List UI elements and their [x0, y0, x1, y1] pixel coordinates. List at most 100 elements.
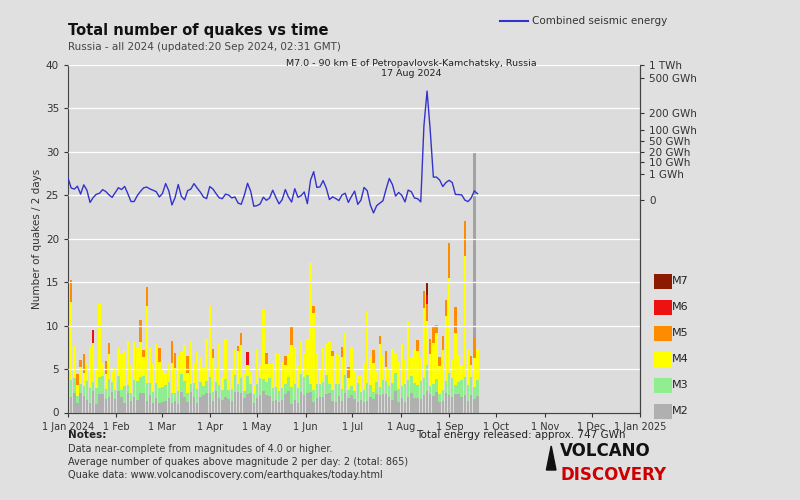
Bar [398, 402, 400, 412]
Bar [123, 386, 126, 402]
Bar [357, 402, 359, 412]
Bar [218, 344, 221, 386]
Bar [158, 388, 161, 402]
Bar [108, 354, 110, 379]
Bar [123, 402, 126, 412]
Bar [262, 391, 265, 412]
Bar [448, 395, 450, 412]
Bar [398, 361, 400, 390]
Bar [464, 221, 466, 256]
Bar [284, 356, 286, 364]
Bar [170, 393, 173, 403]
Bar [246, 376, 249, 394]
Bar [240, 334, 242, 345]
Bar [162, 402, 164, 412]
Bar [438, 366, 441, 394]
Bar [316, 354, 318, 384]
Bar [209, 378, 211, 393]
Text: Data near-complete from magnitudes of 4.0 or higher.: Data near-complete from magnitudes of 4.… [68, 444, 333, 454]
Bar [196, 350, 198, 389]
Bar [338, 384, 340, 396]
Bar [193, 396, 195, 412]
Bar [102, 394, 104, 412]
Bar [294, 384, 296, 400]
Bar [158, 362, 161, 388]
Bar [79, 367, 82, 384]
Bar [246, 352, 249, 365]
Bar [369, 385, 371, 396]
Bar [158, 348, 161, 362]
Bar [448, 374, 450, 395]
Bar [202, 368, 205, 386]
Bar [227, 390, 230, 399]
Bar [388, 397, 390, 412]
Bar [300, 374, 302, 392]
Bar [331, 356, 334, 390]
Bar [142, 376, 145, 393]
Bar [416, 351, 419, 384]
Bar [429, 394, 431, 412]
Bar [167, 382, 170, 398]
Bar [476, 396, 478, 412]
Bar [152, 364, 154, 392]
Bar [259, 396, 262, 412]
Bar [378, 344, 381, 388]
Bar [82, 354, 85, 374]
Bar [414, 383, 416, 398]
Bar [369, 358, 371, 385]
Bar [76, 404, 78, 412]
Bar [464, 256, 466, 378]
Bar [360, 400, 362, 412]
Bar [250, 372, 252, 384]
Bar [347, 398, 350, 412]
Bar [174, 393, 176, 400]
Bar [152, 402, 154, 412]
Bar [303, 395, 306, 412]
Bar [158, 402, 161, 412]
Bar [120, 397, 122, 412]
Bar [404, 384, 406, 402]
Bar [372, 350, 374, 362]
Bar [237, 384, 239, 392]
Bar [338, 354, 340, 384]
Bar [224, 396, 226, 412]
Bar [426, 304, 428, 322]
Bar [193, 364, 195, 382]
Bar [199, 397, 202, 412]
Bar [394, 373, 397, 391]
Text: M5: M5 [672, 328, 689, 338]
Bar [196, 389, 198, 404]
Bar [146, 286, 148, 306]
Bar [366, 401, 369, 412]
Bar [464, 378, 466, 395]
Bar [458, 354, 460, 382]
Bar [102, 364, 104, 376]
Bar [303, 378, 306, 395]
Bar [369, 396, 371, 412]
Bar [70, 302, 72, 380]
Bar [82, 396, 85, 412]
Bar [212, 400, 214, 412]
Bar [212, 392, 214, 400]
Bar [375, 394, 378, 412]
Bar [344, 334, 346, 376]
Bar [435, 333, 438, 379]
Bar [76, 396, 78, 404]
Bar [313, 402, 315, 412]
Bar [287, 392, 290, 412]
Bar [401, 398, 403, 412]
Bar [429, 354, 431, 386]
Bar [259, 365, 262, 378]
Bar [284, 364, 286, 384]
Bar [366, 383, 369, 401]
Bar [177, 390, 179, 404]
Bar [331, 351, 334, 356]
Bar [357, 384, 359, 402]
Bar [212, 348, 214, 358]
Bar [79, 384, 82, 394]
Bar [218, 386, 221, 398]
Bar [322, 382, 324, 397]
Bar [92, 382, 94, 391]
Text: VOLCANO: VOLCANO [560, 442, 650, 460]
Bar [66, 381, 70, 395]
